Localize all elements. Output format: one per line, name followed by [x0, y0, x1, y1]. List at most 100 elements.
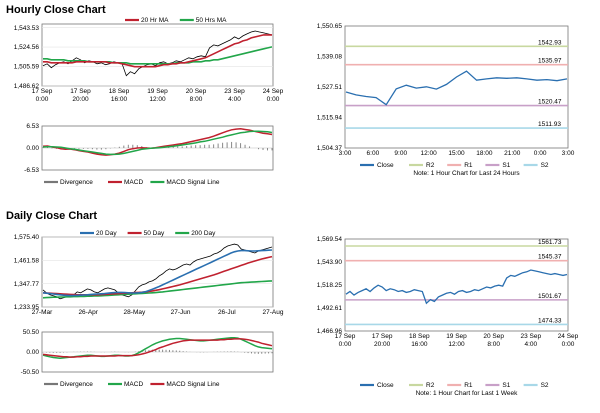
dp-ma50-line	[42, 255, 273, 296]
dr-legend-label: R1	[464, 382, 473, 389]
dp-x-tick-label: 27-Mar	[32, 309, 53, 316]
dm-y-tick-label: -50.50	[21, 369, 40, 376]
dp-x-tick-label: 26-Apr	[78, 309, 98, 316]
hp-x-tick-label: 16:00	[111, 96, 128, 103]
hr-legend-label: S1	[502, 162, 510, 169]
hp-x-tick-label: 0:00	[267, 96, 280, 103]
daily-macd-chart: 50.50 0.00 -50.50 Divergence MACD MACD Signal…	[21, 329, 274, 388]
hr-level-label: 1535.97	[538, 58, 562, 65]
dr-x-tick-label: 24 Sep	[558, 333, 579, 340]
hr-y-tick-label: 1,527.51	[317, 84, 343, 91]
hr-level-label: 1520.47	[538, 99, 562, 106]
hp-x-tick-label: 24 Sep	[263, 88, 284, 95]
hr-x-tick-label: 9:00	[394, 150, 407, 157]
hp-legend-label: 50 Hrs MA	[196, 17, 227, 24]
hr-level-label: 1511.93	[538, 121, 561, 128]
hr-x-tick-label: 15:00	[448, 150, 465, 157]
dr-x-tick-label: 20 Sep	[483, 333, 504, 340]
daily-levels-chart: 1,569.54 1,543.90 1,518.25 1,492.61 1,466.96…	[317, 236, 579, 397]
hourly-macd-chart: 6.53 0.00 -6.53 Divergence MACD MACD Signal L…	[24, 123, 274, 186]
dm-y-tick-label: 0.00	[26, 349, 39, 356]
hp-x-tick-label: 20:00	[72, 96, 89, 103]
dr-y-tick-label: 1,569.54	[317, 236, 343, 243]
hr-y-tick-label: 1,550.65	[317, 23, 343, 30]
dp-x-tick-label: 28-May	[124, 309, 146, 316]
dr-x-tick-label: 20:00	[374, 341, 391, 348]
hr-legend-label: Close	[377, 162, 394, 169]
dp-y-tick-label: 1,233.95	[14, 304, 40, 311]
dp-y-tick-label: 1,575.40	[14, 234, 40, 241]
dr-x-tick-label: 12:00	[448, 341, 465, 348]
hourly-section-title: Hourly Close Chart	[6, 4, 106, 16]
hr-x-tick-label: 0:00	[534, 150, 547, 157]
dr-note: Note: 1 Hour Chart for Last 1 Week	[416, 390, 519, 397]
hr-y-tick-label: 1,515.94	[317, 115, 343, 122]
dr-y-tick-label: 1,518.25	[317, 282, 343, 289]
dp-x-tick-label: 27-Jun	[171, 309, 191, 316]
hm-signal-line	[42, 130, 273, 156]
dr-x-tick-label: 23 Sep	[521, 333, 542, 340]
hp-ma50-line	[43, 46, 273, 65]
hm-y-tick-label: 6.53	[26, 123, 39, 130]
dp-close-line	[42, 243, 273, 300]
daily-price-chart: 1,575.40 1,461.58 1,347.77 1,233.95 20 Day 50…	[14, 230, 284, 316]
dr-y-tick-label: 1,466.96	[317, 328, 343, 335]
dr-close-line	[345, 269, 568, 305]
dr-level-label: 1474.33	[538, 317, 562, 324]
dr-level-label: 1561.73	[538, 239, 562, 246]
hr-x-tick-label: 21:00	[504, 150, 521, 157]
hp-x-tick-label: 18 Sep	[109, 88, 130, 95]
hm-y-tick-label: -6.53	[24, 167, 39, 174]
dm-legend-label: MACD Signal Line	[166, 381, 219, 388]
hr-x-tick-label: 3:00	[562, 150, 575, 157]
hr-legend-label: R1	[464, 162, 473, 169]
daily-section-title: Daily Close Chart	[6, 210, 98, 222]
hr-legend-label: S2	[541, 162, 549, 169]
dr-x-tick-label: 0:00	[339, 341, 352, 348]
hp-x-tick-label: 17 Sep	[32, 88, 53, 95]
hr-x-tick-label: 18:00	[476, 150, 493, 157]
dr-legend-label: S1	[502, 382, 510, 389]
hr-legend-label: R2	[426, 162, 435, 169]
hp-y-tick-label: 1,486.62	[14, 83, 40, 90]
hp-x-tick-label: 23 Sep	[224, 88, 245, 95]
dm-signal-line	[42, 338, 273, 358]
hr-close-line	[345, 70, 568, 106]
dr-plot-frame	[344, 238, 569, 332]
hp-x-tick-label: 20 Sep	[186, 88, 207, 95]
dp-legend-label: 50 Day	[144, 230, 165, 237]
dm-y-tick-label: 50.50	[23, 329, 40, 336]
dp-y-tick-label: 1,461.58	[14, 258, 40, 265]
hp-x-tick-label: 4:00	[228, 96, 241, 103]
dr-x-tick-label: 16:00	[411, 341, 428, 348]
hr-level-label: 1542.93	[538, 39, 562, 46]
hr-note: Note: 1 Hour Chart for Last 24 Hours	[413, 170, 520, 177]
dp-ma200-line	[42, 280, 273, 299]
dr-x-tick-label: 18 Sep	[409, 333, 430, 340]
hourly-levels-chart: 1,550.65 1,539.08 1,527.51 1,515.94 1,504.37…	[317, 23, 575, 177]
dr-x-tick-label: 0:00	[562, 341, 575, 348]
hp-y-tick-label: 1,505.59	[14, 64, 40, 71]
dr-legend-label: Close	[377, 382, 394, 389]
dr-level-label: 1545.37	[538, 254, 562, 261]
dr-x-tick-label: 19 Sep	[446, 333, 467, 340]
hp-close-line	[42, 30, 273, 77]
hr-x-tick-label: 3:00	[339, 150, 352, 157]
dp-x-tick-label: 26-Jul	[218, 309, 236, 316]
hp-y-tick-label: 1,524.56	[14, 44, 40, 51]
dr-legend-label: S2	[541, 382, 549, 389]
dr-y-tick-label: 1,492.61	[317, 305, 343, 312]
hm-legend-label: MACD	[124, 179, 143, 186]
hr-x-tick-label: 6:00	[367, 150, 380, 157]
hp-legend-label: 20 Hr MA	[141, 17, 169, 24]
hp-ma20-line	[43, 34, 272, 68]
dp-legend-label: 20 Day	[96, 230, 117, 237]
hm-legend-label: Divergence	[60, 179, 93, 186]
hourly-price-chart: 1,543.53 1,524.56 1,505.59 1,486.62 20 Hr MA…	[14, 17, 284, 103]
dm-macd-line	[42, 336, 273, 360]
hr-plot-frame	[344, 25, 569, 149]
hp-x-tick-label: 12:00	[149, 96, 166, 103]
dm-legend-label: MACD	[124, 381, 143, 388]
dp-y-tick-label: 1,347.77	[14, 281, 40, 288]
hr-y-tick-label: 1,504.37	[317, 145, 343, 152]
